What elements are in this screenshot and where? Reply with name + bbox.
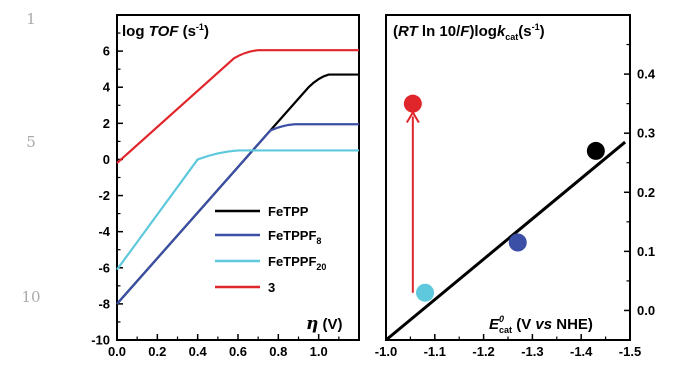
- tof-y-tick-label-6: 6: [103, 44, 110, 59]
- tof-x-tick-label-0-0: 0.0: [108, 344, 126, 359]
- scatter-point-3: [403, 94, 422, 113]
- line-number-1: 1: [26, 10, 36, 28]
- tof-x-tick-label-0-8: 0.8: [269, 344, 287, 359]
- kcat-x-tick-label-1-3: -1.3: [521, 344, 543, 359]
- kcat-marks: [385, 94, 627, 342]
- series-line-fetpp: [116, 73, 359, 305]
- kcat-x-tick-label-1-5: -1.5: [619, 344, 641, 359]
- kcat-x-tick-label-1-4: -1.4: [570, 344, 593, 359]
- potential-axis-label: E0 cat (V vs NHE): [489, 314, 593, 335]
- kcat-y-tick-label-0-2: 0.2: [637, 185, 655, 200]
- scatter-point-fetppf8: [508, 233, 527, 252]
- kcat-x-tick-label-1-1: -1.1: [424, 344, 446, 359]
- kcat-axis-title: (RT ln 10/F)logkcat(s-1): [393, 22, 545, 42]
- tof-y-tick-label-0: 0: [103, 152, 110, 167]
- kcat-axis-ticks: -1.0 -1.1 -1.2 -1.3 -1.4 -1.5 0.0 0.1 0.2 0.3 0.4: [375, 43, 656, 359]
- tof-x-tick-label-0-4: 0.4: [189, 344, 208, 359]
- tof-y-tick-label-4: -4: [98, 224, 110, 239]
- tof-y-tick-label-2: -2: [98, 188, 110, 203]
- kcat-y-tick-label-0-0: 0.0: [637, 303, 655, 318]
- kcat-x-tick-label-1-0: -1.0: [375, 344, 397, 359]
- tof-x-tick-label-0-6: 0.6: [229, 344, 247, 359]
- legend-label-3: 3: [268, 280, 275, 295]
- tof-axis-ticks: 0.0 0.2 0.4 0.6 0.8 1.0 -10 -8 -6 -4 -2 0 2 4 6: [91, 32, 340, 359]
- tof-y-tick-label-10: -10: [91, 333, 110, 348]
- linear-fit-line: [385, 140, 627, 342]
- scatter-point-fetppf20: [416, 283, 435, 302]
- legend-label-fetpp: FeTPP: [268, 204, 309, 219]
- kcat-x-tick-label-1-2: -1.2: [472, 344, 494, 359]
- series-line-fetppf8: [116, 123, 359, 305]
- line-number-10: 10: [21, 288, 40, 306]
- line-number-5: 5: [26, 133, 36, 151]
- tof-y-tick-label-6: -6: [98, 260, 110, 275]
- tof-y-tick-label-4: 4: [103, 80, 111, 95]
- tof-panel: 0.0 0.2 0.4 0.6 0.8 1.0 -10 -8 -6 -4 -2 0 2 4 6 log TO…: [91, 14, 360, 359]
- tof-y-tick-label-2: 2: [103, 116, 110, 131]
- tof-legend: FeTPP FeTPPF8 FeTPPF20 3: [215, 204, 326, 295]
- series-line-fetppf20: [116, 149, 359, 271]
- kcat-y-tick-label-0-4: 0.4: [637, 67, 656, 82]
- scatter-point-fetpp: [586, 141, 605, 160]
- tof-x-tick-label-1-0: 1.0: [310, 344, 328, 359]
- tof-plot-frame: [116, 14, 360, 341]
- legend-label-fetppf8: FeTPPF8: [268, 228, 321, 246]
- kcat-y-tick-label-0-3: 0.3: [637, 126, 655, 141]
- kcat-panel: -1.0 -1.1 -1.2 -1.3 -1.4 -1.50.00.10.20.30.4 …: [375, 14, 656, 359]
- tof-x-tick-label-0-2: 0.2: [148, 344, 166, 359]
- series-line-3: [116, 49, 359, 164]
- kcat-y-tick-label-0-1: 0.1: [637, 244, 655, 259]
- legend-label-fetppf20: FeTPPF20: [268, 254, 326, 272]
- tof-axis-title: log TOF (s-1): [122, 22, 209, 40]
- tof-y-tick-label-8: -8: [98, 296, 110, 311]
- overpotential-axis-label: η (V): [306, 314, 343, 334]
- tof-series: [116, 49, 359, 305]
